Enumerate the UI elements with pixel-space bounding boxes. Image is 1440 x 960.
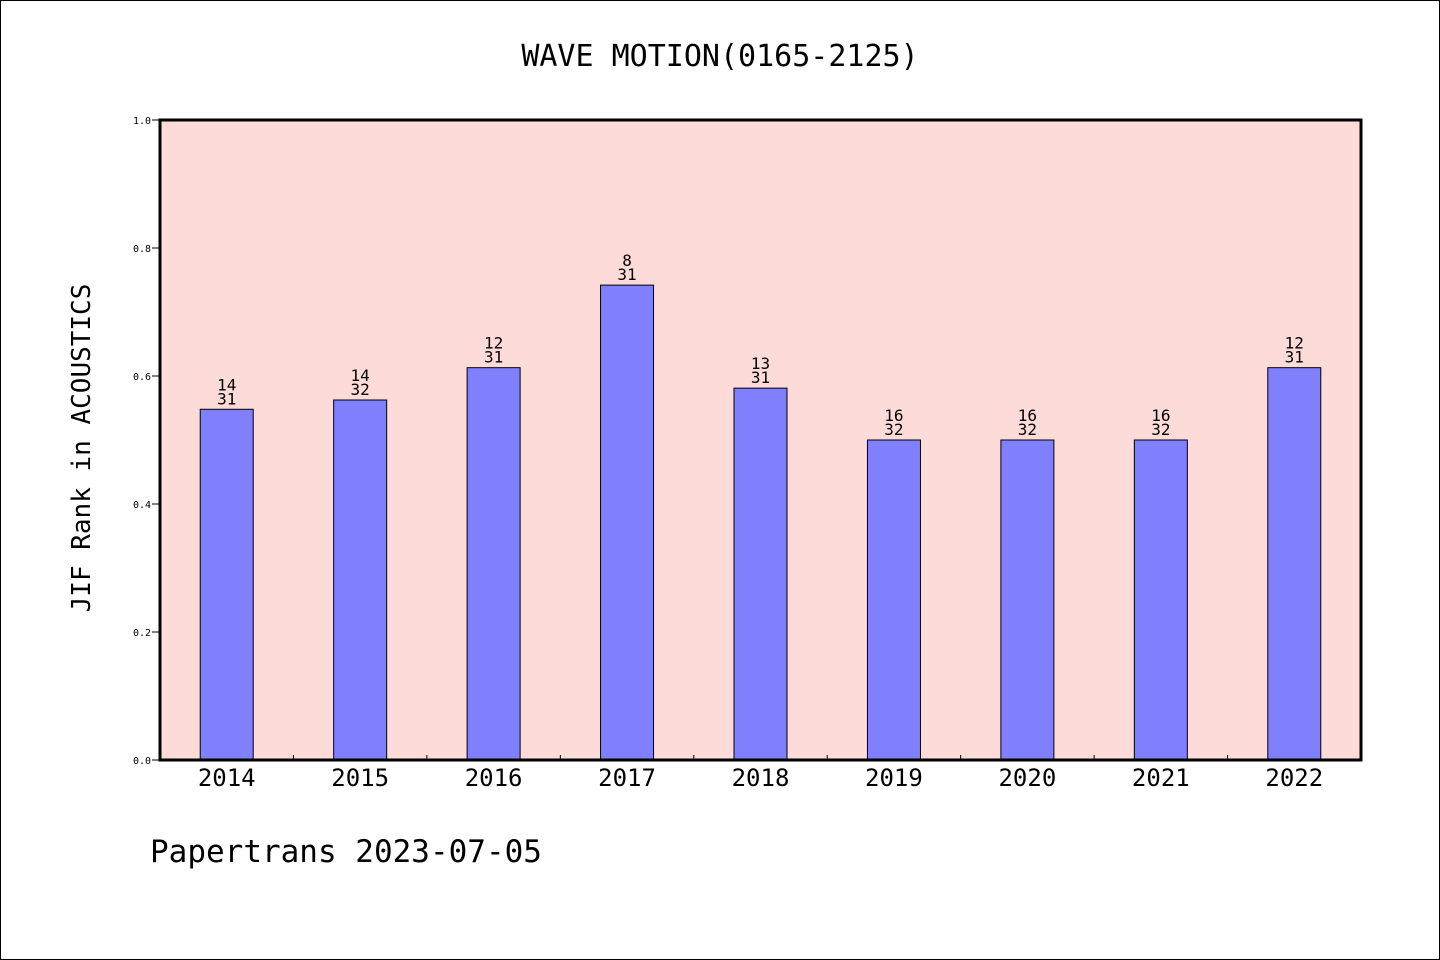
y-axis-label: JIF Rank in ACOUSTICS: [67, 284, 97, 613]
y-tick-label: 0.4: [133, 500, 151, 511]
y-tick-label: 1.0: [133, 116, 151, 127]
x-tick-label: 2020: [998, 764, 1056, 792]
x-tick-label: 2018: [732, 764, 790, 792]
y-tick-label: 0.2: [133, 628, 151, 639]
bar-label-total: 31: [1285, 348, 1304, 367]
bar-label-rank: 16: [884, 406, 903, 425]
bar-label-rank: 8: [622, 251, 632, 270]
x-tick-label: 2021: [1132, 764, 1190, 792]
bar-2021: [1133, 439, 1188, 761]
y-tick-label: 0.0: [133, 756, 151, 767]
footer-source-date: Papertrans 2023-07-05: [150, 834, 542, 870]
bar-label-rank: 14: [217, 375, 236, 394]
bar-2017: [600, 284, 655, 761]
x-tick-label: 2016: [465, 764, 523, 792]
plot-border: [158, 118, 1363, 762]
bar-label-rank: 16: [1151, 406, 1170, 425]
x-tick-label: 2022: [1265, 764, 1323, 792]
chart-title: WAVE MOTION(0165-2125): [521, 39, 918, 74]
bar-2018: [733, 387, 788, 761]
bar-label-total: 31: [217, 389, 236, 408]
bar-2020: [1000, 439, 1055, 761]
bar-2022: [1267, 367, 1322, 761]
x-tick-label: 2017: [598, 764, 656, 792]
bar-label-rank: 12: [484, 334, 503, 353]
bar-label-total: 32: [351, 380, 370, 399]
y-tick-label: 0.6: [133, 372, 151, 383]
y-axis: 0.0 0.2 0.4 0.6 0.8 1.0: [133, 116, 160, 767]
bar-2015: [333, 399, 388, 761]
bar-2019: [866, 439, 921, 761]
bar-label-total: 32: [1151, 420, 1170, 439]
x-tick-label: 2019: [865, 764, 923, 792]
x-tick-label: 2014: [198, 764, 256, 792]
bar-label-rank: 16: [1018, 406, 1037, 425]
bar-2016: [466, 367, 521, 761]
x-axis: 2014 2015 2016 2017 2018 2019 2020 2021 2022: [198, 755, 1323, 792]
bar-label-total: 32: [884, 420, 903, 439]
bar-label-total: 31: [484, 348, 503, 367]
bar-label-rank: 13: [751, 354, 770, 373]
bar-label-total: 31: [751, 368, 770, 387]
bar-label-total: 31: [617, 265, 636, 284]
x-tick-label: 2015: [331, 764, 389, 792]
bar-label-total: 32: [1018, 420, 1037, 439]
bar-label-rank: 12: [1285, 334, 1304, 353]
bar-2014: [199, 408, 254, 761]
bar-label-rank: 14: [351, 366, 370, 385]
y-tick-label: 0.8: [133, 244, 151, 255]
